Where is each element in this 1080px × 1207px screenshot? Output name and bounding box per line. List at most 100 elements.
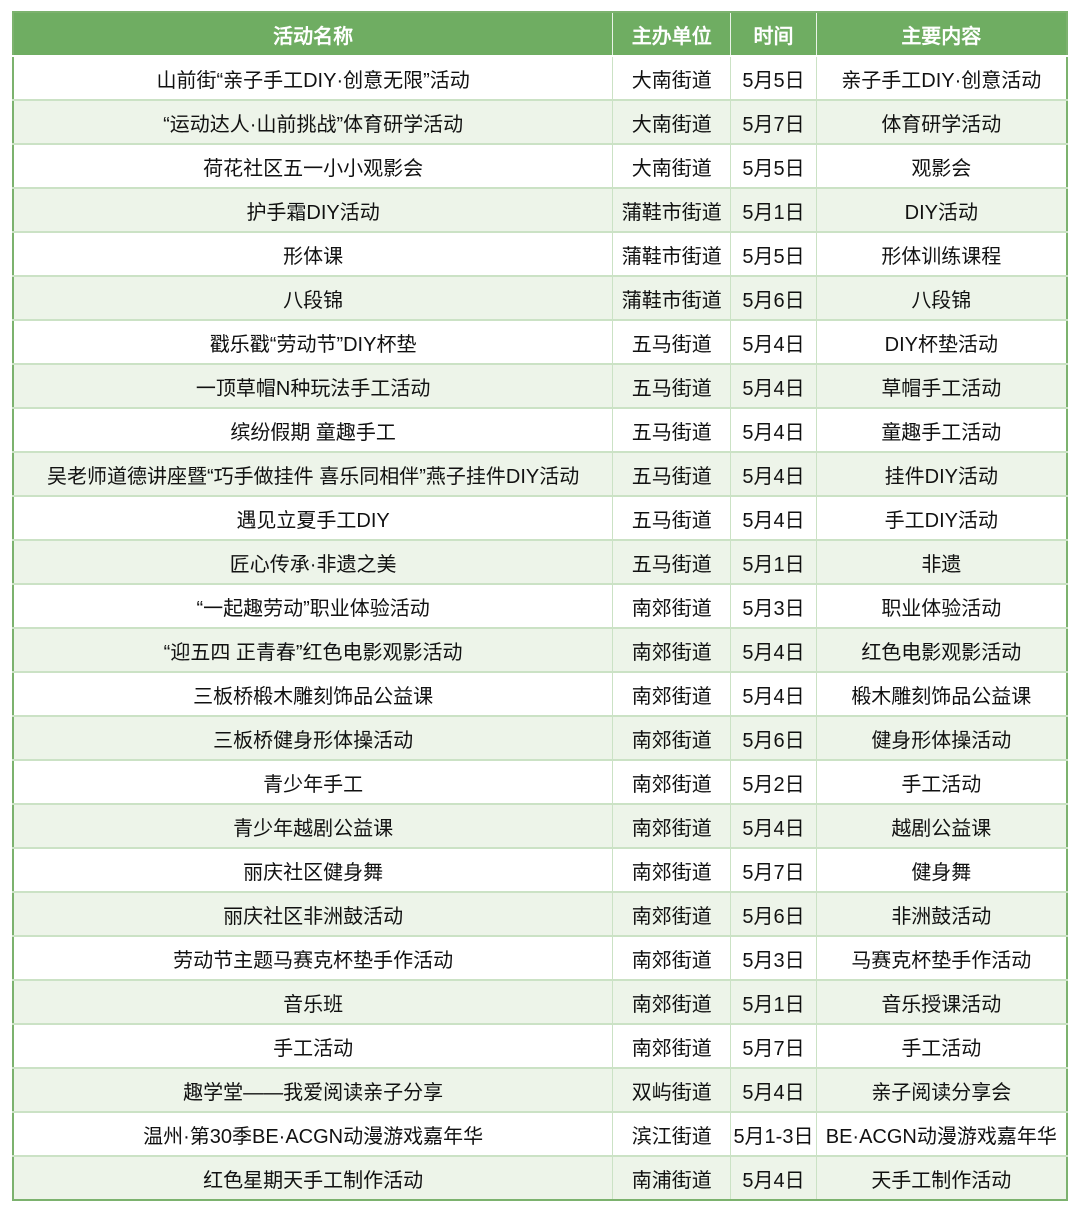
- cell-content: 音乐授课活动: [816, 980, 1067, 1025]
- cell-name: 护手霜DIY活动: [13, 188, 614, 233]
- cell-time: 5月6日: [730, 276, 817, 321]
- cell-organizer: 蒲鞋市街道: [612, 276, 732, 321]
- cell-time: 5月5日: [730, 56, 817, 101]
- cell-time: 5月4日: [730, 364, 817, 409]
- cell-organizer: 双屿街道: [612, 1068, 732, 1113]
- cell-name: 遇见立夏手工DIY: [13, 496, 614, 541]
- cell-time: 5月7日: [730, 848, 817, 893]
- table-row: “迎五四 正青春”红色电影观影活动 南郊街道 5月4日 红色电影观影活动: [13, 628, 1067, 673]
- cell-content: 健身舞: [816, 848, 1067, 893]
- cell-name: 吴老师道德讲座暨“巧手做挂件 喜乐同相伴”燕子挂件DIY活动: [13, 452, 614, 497]
- cell-content: 非遗: [816, 540, 1067, 585]
- cell-name: 荷花社区五一小小观影会: [13, 144, 614, 189]
- cell-organizer: 大南街道: [612, 100, 732, 145]
- cell-name: 温州·第30季BE·ACGN动漫游戏嘉年华: [13, 1112, 614, 1157]
- cell-time: 5月1-3日: [730, 1112, 817, 1157]
- table-row: 一顶草帽N种玩法手工活动 五马街道 5月4日 草帽手工活动: [13, 364, 1067, 409]
- cell-name: 手工活动: [13, 1024, 614, 1069]
- cell-organizer: 大南街道: [612, 56, 732, 101]
- table-row: 护手霜DIY活动 蒲鞋市街道 5月1日 DIY活动: [13, 188, 1067, 233]
- cell-name: 趣学堂——我爱阅读亲子分享: [13, 1068, 614, 1113]
- cell-name: “迎五四 正青春”红色电影观影活动: [13, 628, 614, 673]
- cell-organizer: 五马街道: [612, 452, 732, 497]
- cell-organizer: 南郊街道: [612, 1024, 732, 1069]
- cell-content: 形体训练课程: [816, 232, 1067, 277]
- cell-name: 三板桥健身形体操活动: [13, 716, 614, 761]
- table-row: 八段锦 蒲鞋市街道 5月6日 八段锦: [13, 276, 1067, 321]
- cell-organizer: 蒲鞋市街道: [612, 188, 732, 233]
- table-row: 红色星期天手工制作活动 南浦街道 5月4日 天手工制作活动: [13, 1156, 1067, 1200]
- table-row: “一起趣劳动”职业体验活动 南郊街道 5月3日 职业体验活动: [13, 584, 1067, 629]
- cell-time: 5月4日: [730, 1068, 817, 1113]
- table-header: 活动名称 主办单位 时间 主要内容: [13, 12, 1067, 57]
- cell-name: 丽庆社区非洲鼓活动: [13, 892, 614, 937]
- cell-name: 缤纷假期 童趣手工: [13, 408, 614, 453]
- cell-organizer: 五马街道: [612, 496, 732, 541]
- cell-time: 5月4日: [730, 672, 817, 717]
- cell-name: 三板桥椴木雕刻饰品公益课: [13, 672, 614, 717]
- table-row: 青少年手工 南郊街道 5月2日 手工活动: [13, 760, 1067, 805]
- cell-organizer: 南浦街道: [612, 1156, 732, 1200]
- cell-time: 5月4日: [730, 408, 817, 453]
- cell-name: 八段锦: [13, 276, 614, 321]
- cell-name: 劳动节主题马赛克杯垫手作活动: [13, 936, 614, 981]
- cell-organizer: 南郊街道: [612, 892, 732, 937]
- cell-time: 5月3日: [730, 936, 817, 981]
- cell-organizer: 南郊街道: [612, 936, 732, 981]
- cell-time: 5月1日: [730, 980, 817, 1025]
- cell-time: 5月4日: [730, 628, 817, 673]
- cell-content: 天手工制作活动: [816, 1156, 1067, 1200]
- column-header-main-content: 主要内容: [816, 12, 1067, 57]
- cell-content: 健身形体操活动: [816, 716, 1067, 761]
- cell-content: 草帽手工活动: [816, 364, 1067, 409]
- cell-name: 戳乐戳“劳动节”DIY杯垫: [13, 320, 614, 365]
- cell-organizer: 南郊街道: [612, 980, 732, 1025]
- table-row: “运动达人·山前挑战”体育研学活动 大南街道 5月7日 体育研学活动: [13, 100, 1067, 145]
- column-header-organizer: 主办单位: [612, 12, 732, 57]
- cell-content: 马赛克杯垫手作活动: [816, 936, 1067, 981]
- cell-name: “一起趣劳动”职业体验活动: [13, 584, 614, 629]
- cell-content: 童趣手工活动: [816, 408, 1067, 453]
- cell-time: 5月5日: [730, 144, 817, 189]
- cell-time: 5月1日: [730, 540, 817, 585]
- activity-schedule-table: 活动名称 主办单位 时间 主要内容 山前街“亲子手工DIY·创意无限”活动 大南街…: [12, 11, 1068, 1201]
- cell-content: 职业体验活动: [816, 584, 1067, 629]
- cell-name: 青少年越剧公益课: [13, 804, 614, 849]
- cell-time: 5月4日: [730, 1156, 817, 1200]
- cell-content: 亲子阅读分享会: [816, 1068, 1067, 1113]
- cell-name: 一顶草帽N种玩法手工活动: [13, 364, 614, 409]
- cell-content: 体育研学活动: [816, 100, 1067, 145]
- cell-content: 非洲鼓活动: [816, 892, 1067, 937]
- cell-time: 5月4日: [730, 804, 817, 849]
- table-row: 三板桥健身形体操活动 南郊街道 5月6日 健身形体操活动: [13, 716, 1067, 761]
- cell-content: 手工活动: [816, 760, 1067, 805]
- cell-time: 5月5日: [730, 232, 817, 277]
- cell-name: 山前街“亲子手工DIY·创意无限”活动: [13, 56, 614, 101]
- cell-content: DIY杯垫活动: [816, 320, 1067, 365]
- cell-time: 5月6日: [730, 892, 817, 937]
- cell-name: 音乐班: [13, 980, 614, 1025]
- table-body: 山前街“亲子手工DIY·创意无限”活动 大南街道 5月5日 亲子手工DIY·创意活动 “…: [13, 56, 1067, 1200]
- cell-name: 红色星期天手工制作活动: [13, 1156, 614, 1200]
- header-row: 活动名称 主办单位 时间 主要内容: [13, 12, 1067, 57]
- cell-content: DIY活动: [816, 188, 1067, 233]
- table-row: 三板桥椴木雕刻饰品公益课 南郊街道 5月4日 椴木雕刻饰品公益课: [13, 672, 1067, 717]
- cell-time: 5月6日: [730, 716, 817, 761]
- cell-content: 手工活动: [816, 1024, 1067, 1069]
- table-row: 山前街“亲子手工DIY·创意无限”活动 大南街道 5月5日 亲子手工DIY·创意活动: [13, 56, 1067, 101]
- cell-time: 5月3日: [730, 584, 817, 629]
- cell-time: 5月7日: [730, 1024, 817, 1069]
- cell-time: 5月7日: [730, 100, 817, 145]
- cell-organizer: 南郊街道: [612, 584, 732, 629]
- cell-content: 观影会: [816, 144, 1067, 189]
- table-row: 趣学堂——我爱阅读亲子分享 双屿街道 5月4日 亲子阅读分享会: [13, 1068, 1067, 1113]
- cell-organizer: 大南街道: [612, 144, 732, 189]
- cell-content: 手工DIY活动: [816, 496, 1067, 541]
- cell-content: 越剧公益课: [816, 804, 1067, 849]
- cell-organizer: 五马街道: [612, 408, 732, 453]
- cell-time: 5月1日: [730, 188, 817, 233]
- table-row: 荷花社区五一小小观影会 大南街道 5月5日 观影会: [13, 144, 1067, 189]
- table-row: 丽庆社区非洲鼓活动 南郊街道 5月6日 非洲鼓活动: [13, 892, 1067, 937]
- table-row: 丽庆社区健身舞 南郊街道 5月7日 健身舞: [13, 848, 1067, 893]
- cell-organizer: 五马街道: [612, 540, 732, 585]
